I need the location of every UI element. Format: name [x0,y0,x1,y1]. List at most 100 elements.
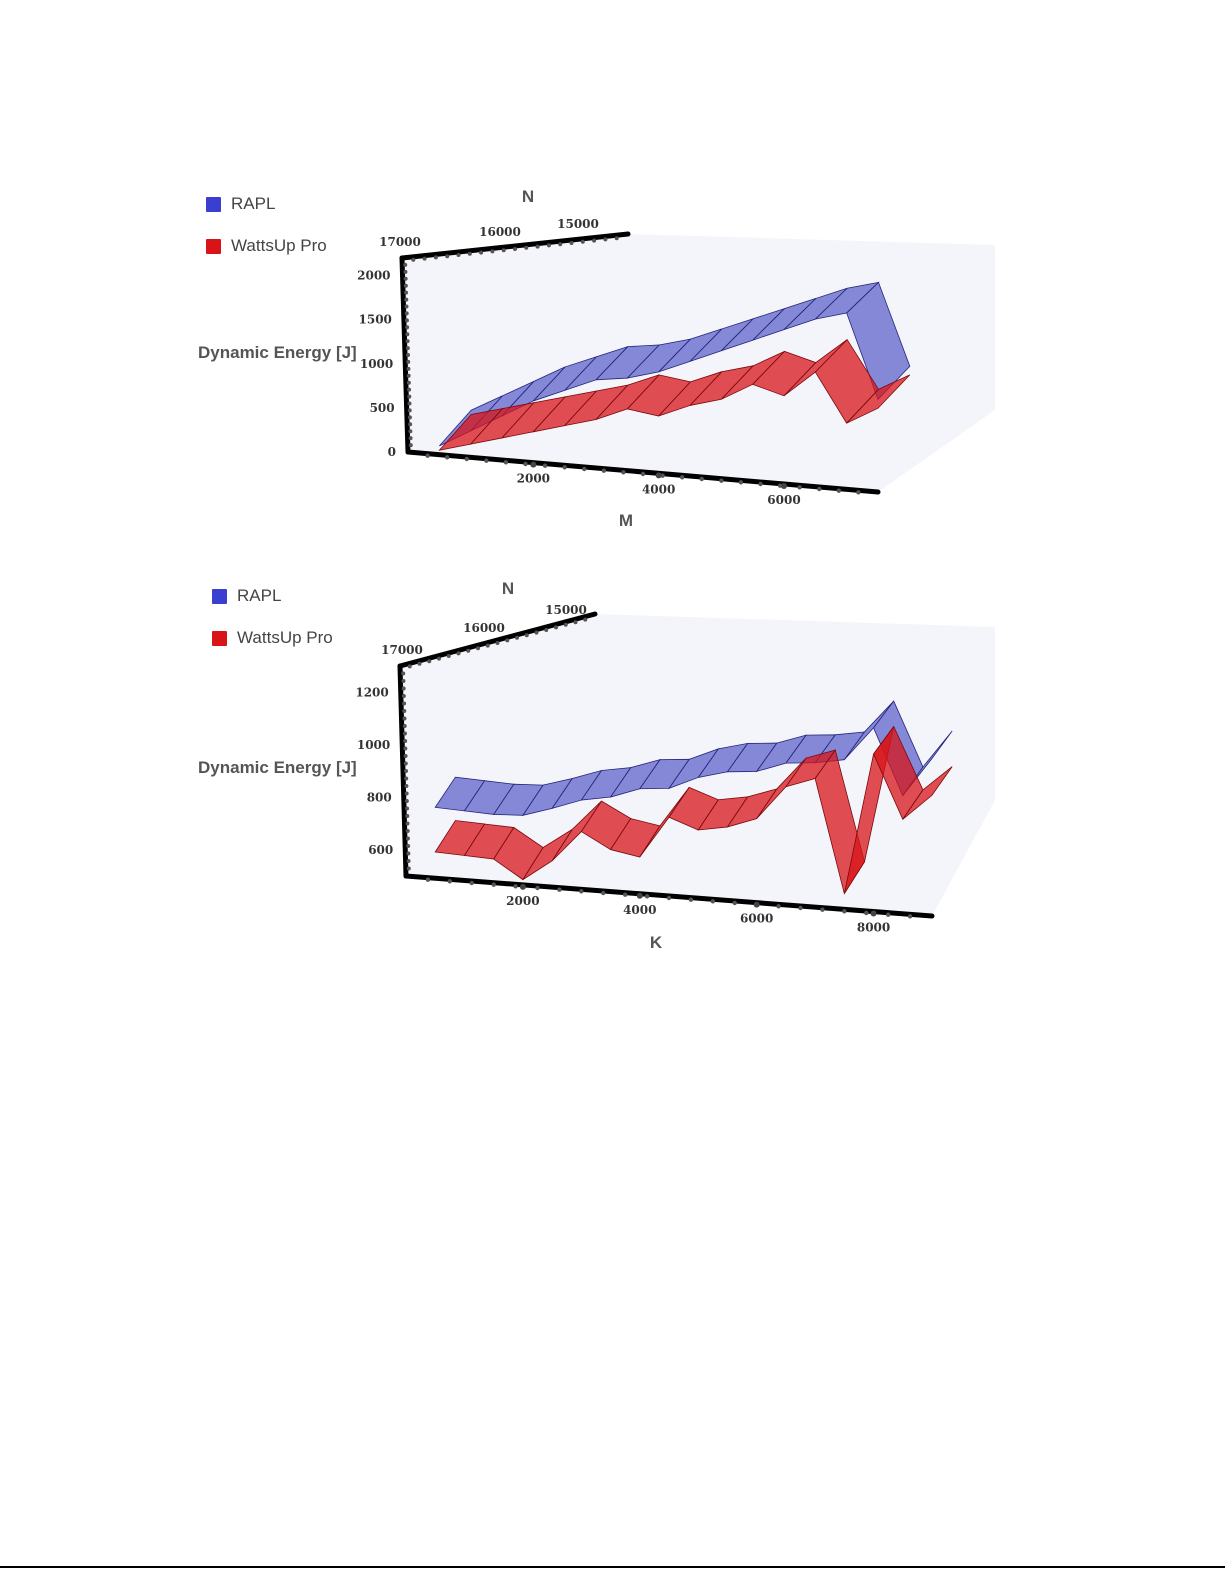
z-minor-tick [405,806,410,811]
x-minor-tick [542,463,548,468]
figure-top: RAPL WattsUp Pro Dynamic Energy [J] 2000… [190,180,1010,540]
z-axis-line [399,255,411,455]
z-minor-tick [402,731,407,736]
n-minor-tick [524,245,529,250]
surface-patch [846,281,911,401]
x-minor-tick [842,909,847,914]
n-minor-tick [573,620,578,625]
n-minor-tick [535,244,540,249]
x-minor-tick [738,480,744,485]
x-minor-tick [758,481,763,487]
n-tick-label: 17000 [379,235,421,249]
x-minor-tick [798,905,803,911]
z-minor-tick [406,353,410,357]
x-minor-tick [885,912,891,917]
n-minor-tick [554,625,558,630]
z-minor-tick [403,283,408,288]
legend-label-wattsup: WattsUp Pro [237,628,333,647]
x-major-tick [781,483,787,489]
x-minor-tick [579,889,584,894]
n-minor-tick [479,250,484,255]
x-minor-tick [425,877,431,882]
legend-label-rapl: RAPL [237,586,282,605]
x-minor-tick [469,880,474,886]
n-minor-tick [569,241,574,245]
z-tick-label: 500 [370,401,395,415]
n-minor-tick [546,243,551,248]
surface-plot: 2000 4000 6000 8000 600 800 1000 1200 17000 16000… [355,579,995,952]
legend-item-wattsup: WattsUp Pro [206,236,327,256]
z-minor-tick [403,754,408,758]
z-minor-tick [403,761,408,766]
n-minor-tick [558,242,563,247]
wattsup-swatch [212,630,227,646]
z-tick-label: 0 [388,445,396,459]
x-major-tick [519,883,526,890]
surface-patch [846,374,911,424]
x-minor-tick [491,882,496,887]
z-minor-tick [402,716,407,721]
z-minor-tick [406,380,411,385]
legend: RAPL WattsUp Pro [206,586,333,670]
n-minor-tick [501,248,506,253]
z-tick-label: 800 [367,790,392,804]
figure-bottom: RAPL WattsUp Pro Dynamic Energy [J] 2000… [190,572,1010,962]
z-minor-tick [404,318,409,323]
n-minor-tick [427,659,432,664]
n-minor-tick [437,656,441,661]
n-minor-tick [445,254,450,259]
z-minor-tick [408,429,413,434]
z-minor-tick [401,679,406,683]
n-minor-tick [583,617,588,622]
n-minor-tick [411,257,416,262]
z-tick-label: 1200 [355,685,388,699]
z-minor-tick [404,791,409,796]
n-minor-tick [544,628,549,632]
x-minor-tick [719,478,724,483]
series-wattsup-pro [434,725,953,895]
z-minor-tick [403,746,408,751]
z-minor-tick [401,694,406,698]
x-tick-label: 4000 [642,482,675,496]
x-minor-tick [644,894,650,899]
n-minor-tick [580,239,585,244]
x-minor-tick [503,460,509,465]
z-minor-tick [405,836,410,841]
x-minor-tick [484,458,489,463]
x-tick-label: 2000 [506,894,539,908]
x-minor-tick [444,455,450,460]
x-minor-tick [601,890,606,896]
legend: RAPL WattsUp Pro [206,194,327,278]
wattsup-swatch [206,238,221,254]
n-minor-tick [603,237,608,242]
x-minor-tick [535,885,540,891]
x-minor-tick [666,895,672,901]
z-minor-tick [406,844,411,848]
n-tick-label: 15000 [545,603,587,617]
x-minor-tick [557,887,562,892]
z-minor-tick [406,866,411,871]
n-minor-tick [407,664,412,669]
n-minor-tick [513,247,517,251]
n-minor-tick [422,256,427,261]
x-minor-tick [864,910,869,916]
x-minor-tick [797,485,802,490]
legend-label-wattsup: WattsUp Pro [231,236,327,255]
x-minor-tick [679,475,685,480]
x-minor-tick [710,899,716,904]
z-tick-label: 1000 [357,738,390,752]
legend-item-wattsup: WattsUp Pro [206,628,333,648]
x-minor-tick [856,490,861,495]
x-minor-tick [836,488,842,493]
z-minor-tick [408,422,413,427]
x-minor-tick [447,879,453,884]
n-axis-line [399,231,631,261]
x-minor-tick [640,471,646,477]
x-minor-tick [776,904,781,909]
z-axis-title: Dynamic Energy [J] [198,343,357,362]
series-wattsup-pro [438,338,911,451]
z-minor-tick [402,701,407,706]
z-minor-tick [407,401,412,406]
z-minor-tick [408,436,413,441]
z-minor-tick [404,776,409,781]
